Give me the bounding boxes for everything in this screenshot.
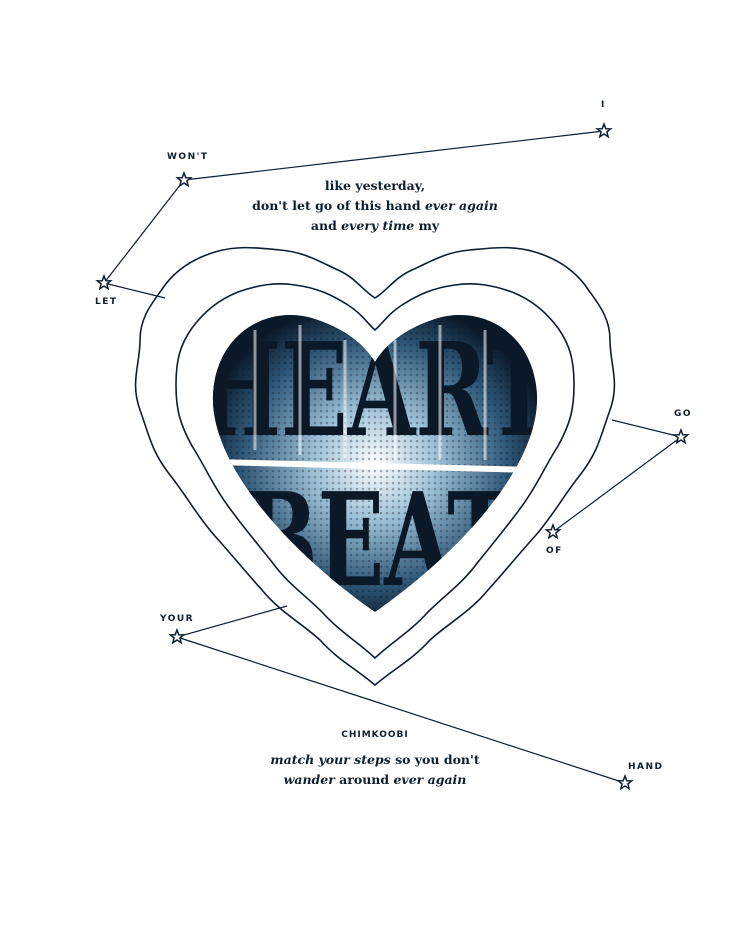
top-lyrics: like yesterday, don't let go of this han… bbox=[0, 176, 750, 236]
constellation-word-hand: HAND bbox=[628, 762, 664, 772]
constellation-lines bbox=[103, 130, 682, 784]
constellation-word-your: YOUR bbox=[160, 614, 195, 624]
lyric-line: and every time my bbox=[0, 216, 750, 236]
bottom-lyrics: match your steps so you don't wander aro… bbox=[0, 750, 750, 790]
lyric-emphasis: every time bbox=[341, 218, 415, 233]
star-icon bbox=[168, 627, 186, 645]
lyric-text: around bbox=[334, 772, 394, 787]
star-icon bbox=[544, 522, 562, 540]
lyric-emphasis: again bbox=[427, 772, 467, 787]
lyric-line: wander around ever again bbox=[0, 770, 750, 790]
star-icon bbox=[175, 170, 193, 188]
lyric-text: don't let go of this hand bbox=[252, 198, 425, 213]
lyric-line: like yesterday, bbox=[0, 176, 750, 196]
credit-name: CHIMKOOBI bbox=[341, 730, 409, 740]
star-icon bbox=[672, 427, 690, 445]
lyric-emphasis: match your steps bbox=[270, 752, 391, 767]
lyric-line: don't let go of this hand ever again bbox=[0, 196, 750, 216]
constellation-word-of: OF bbox=[546, 546, 563, 556]
lyric-emphasis: ever bbox=[393, 772, 424, 787]
lyric-emphasis: ever again bbox=[424, 198, 498, 213]
star-icon bbox=[95, 273, 113, 291]
heart-title-line1: HEART bbox=[199, 314, 552, 465]
constellation-word-go: GO bbox=[674, 409, 693, 419]
outer-heart-outline bbox=[134, 246, 616, 687]
lyric-text: like yesterday, bbox=[324, 178, 426, 193]
lyric-text: my bbox=[414, 218, 440, 233]
star-icon bbox=[616, 773, 634, 791]
lyric-text: and bbox=[310, 218, 342, 233]
constellation-word-let: LET bbox=[95, 297, 118, 307]
lyric-line: match your steps so you don't bbox=[0, 750, 750, 770]
lyric-text: so you don't bbox=[390, 752, 480, 767]
heart-title-line2: BEAT bbox=[244, 464, 512, 615]
inner-heart-outline bbox=[175, 283, 575, 660]
constellation-word-i: I bbox=[601, 100, 606, 110]
lyric-emphasis: wander bbox=[283, 772, 335, 787]
heart-emblem: HEART BEAT bbox=[199, 314, 552, 615]
constellation-word-wont: WON'T bbox=[167, 152, 209, 162]
star-icon bbox=[595, 121, 613, 139]
